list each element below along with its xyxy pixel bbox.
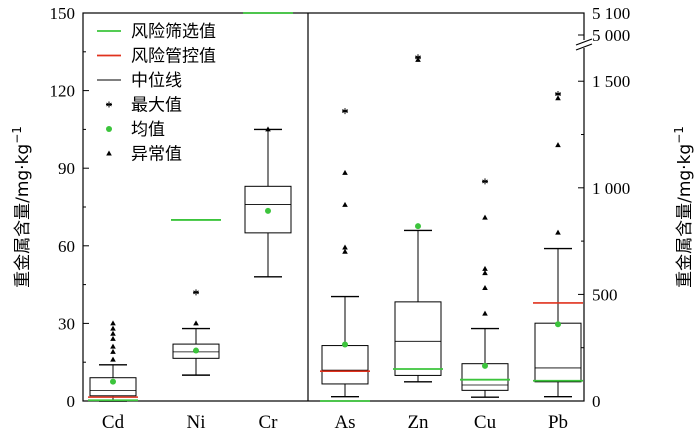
- outlier-marker: [342, 248, 348, 254]
- outlier-marker: [482, 265, 488, 271]
- left-tick-label: 0: [67, 392, 76, 411]
- outlier-marker: [342, 244, 348, 250]
- left-tick-label: 120: [50, 82, 76, 101]
- max-value-marker: [106, 101, 112, 108]
- outlier-marker: [106, 150, 112, 156]
- category-label: As: [334, 412, 355, 433]
- legend-label: 异常值: [131, 145, 182, 165]
- legend-item-mean: 均值: [106, 120, 165, 140]
- mean-marker: [415, 223, 421, 230]
- category-label: Zn: [407, 412, 429, 433]
- box-cu: [460, 178, 510, 398]
- outlier-marker: [482, 285, 488, 291]
- right-break-tick-label: 5 100: [592, 4, 630, 23]
- left-axis-label-sup: −1: [10, 126, 24, 144]
- legend-item-screen: 风险筛选值: [97, 22, 216, 42]
- box-iqr: [534, 322, 582, 383]
- box-pb: [533, 91, 583, 398]
- left-tick-label: 60: [58, 237, 75, 256]
- right-tick-label: 1 000: [592, 179, 630, 198]
- legend-dot-symbol: [106, 126, 112, 132]
- mean-marker: [342, 341, 348, 348]
- right-break-tick-label: 5 000: [592, 26, 630, 45]
- category-label: Ni: [187, 412, 206, 433]
- outlier-marker: [265, 126, 271, 132]
- outlier-marker: [110, 320, 116, 326]
- outlier-marker: [555, 95, 561, 101]
- outlier-marker: [482, 214, 488, 220]
- max-value-marker: [415, 54, 421, 61]
- category-label: Cd: [102, 412, 125, 433]
- box-as: [320, 108, 370, 402]
- max-value-marker: [342, 108, 348, 115]
- box-cd: [88, 320, 138, 402]
- max-value-marker: [482, 178, 488, 185]
- box-iqr: [321, 345, 369, 385]
- outlier-marker: [342, 201, 348, 207]
- outlier-marker: [110, 330, 116, 336]
- mean-marker: [265, 207, 271, 214]
- legend-label: 中位线: [131, 71, 182, 91]
- axis-break-gap: [578, 40, 590, 48]
- outlier-marker: [193, 320, 199, 326]
- legend-item-max: 最大值: [106, 96, 182, 116]
- right-axis-label: 重金属含量/mg·kg−1: [672, 126, 695, 288]
- legend-item-median: 中位线: [97, 71, 182, 91]
- outlier-marker: [482, 310, 488, 316]
- legend-item-control: 风险管控值: [97, 47, 216, 67]
- axis-break-slash: [575, 38, 593, 46]
- axis-break-slash: [575, 43, 593, 51]
- outlier-marker: [342, 169, 348, 175]
- legend-label: 最大值: [131, 96, 182, 116]
- category-label: Pb: [548, 412, 568, 433]
- outlier-marker: [110, 343, 116, 349]
- box-zn: [393, 54, 443, 383]
- right-tick-label: 0: [592, 392, 601, 411]
- legend-label: 风险筛选值: [131, 22, 216, 42]
- right-axis-label-sup: −1: [672, 126, 686, 144]
- left-tick-label: 150: [50, 4, 76, 23]
- max-value-marker: [555, 91, 561, 98]
- outlier-marker: [110, 335, 116, 341]
- legend-label: 均值: [131, 120, 165, 140]
- category-label: Cu: [474, 412, 497, 433]
- right-tick-label: 1 500: [592, 72, 630, 91]
- max-value-marker: [193, 289, 199, 296]
- outlier-marker: [555, 229, 561, 235]
- box-iqr: [89, 377, 137, 397]
- box-ni: [171, 219, 221, 376]
- box-cr: [243, 12, 293, 278]
- left-tick-label: 90: [58, 159, 75, 178]
- right-tick-label: 500: [592, 285, 618, 304]
- legend-item-outlier: 异常值: [106, 145, 182, 165]
- outlier-marker: [110, 325, 116, 331]
- mean-marker: [555, 321, 561, 328]
- left-tick-label: 30: [58, 314, 75, 333]
- box-iqr: [394, 301, 442, 376]
- mean-marker: [110, 378, 116, 385]
- outlier-marker: [110, 348, 116, 354]
- left-axis-label: 重金属含量/mg·kg−1: [10, 126, 33, 288]
- mean-marker: [193, 347, 199, 354]
- legend-label: 风险管控值: [131, 47, 216, 67]
- outlier-marker: [110, 356, 116, 362]
- outlier-marker: [555, 142, 561, 148]
- mean-marker: [482, 362, 488, 369]
- outlier-marker: [482, 270, 488, 276]
- category-label: Cr: [259, 412, 279, 433]
